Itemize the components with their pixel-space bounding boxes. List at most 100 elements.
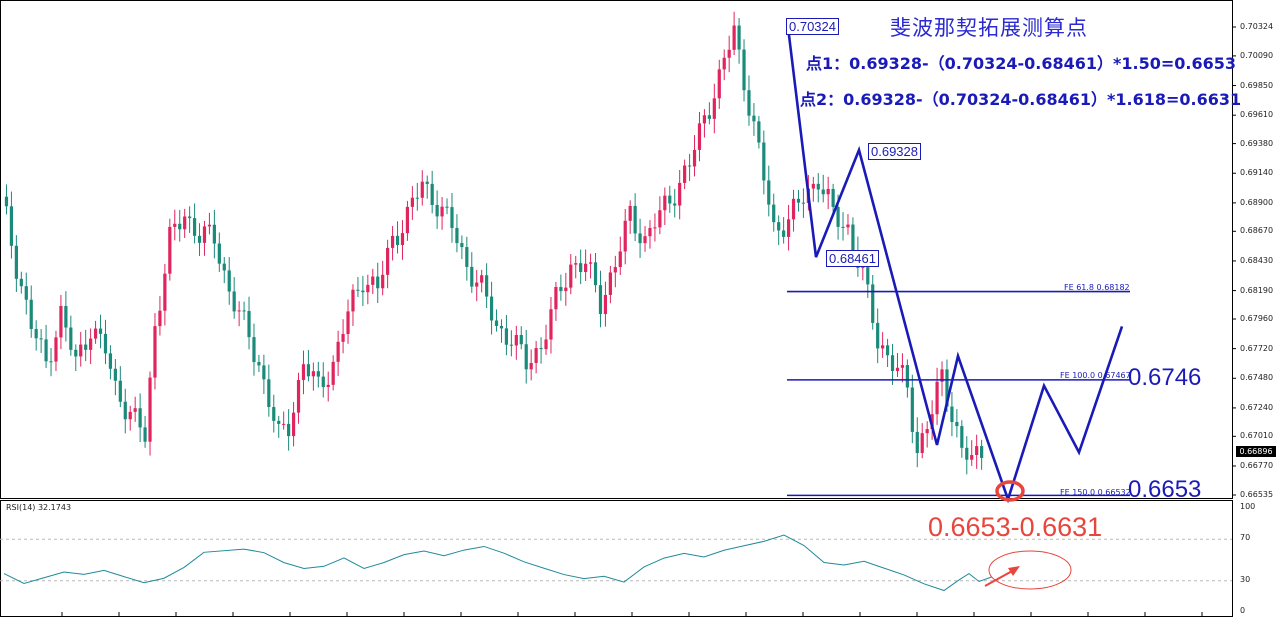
price-tick-label: 0.68190 xyxy=(1240,285,1274,295)
candle-body xyxy=(430,183,434,205)
candle-body xyxy=(435,204,439,217)
candle-body xyxy=(108,353,113,369)
candle-body xyxy=(390,235,395,248)
price-tick-label: 0.68430 xyxy=(1240,255,1274,265)
candle-body xyxy=(470,266,474,287)
candle-body xyxy=(173,223,177,227)
candle-body xyxy=(79,344,83,357)
candle-body xyxy=(861,267,865,269)
candle-body xyxy=(554,286,558,310)
candle-body xyxy=(113,368,117,381)
candle-body xyxy=(529,362,533,370)
candle-body xyxy=(232,291,236,312)
candle-body xyxy=(717,69,721,99)
candle-body xyxy=(202,226,207,243)
fib-big-label-100: 0.6746 xyxy=(1128,364,1202,391)
rsi-divergence-ellipse xyxy=(988,550,1072,590)
candle-body xyxy=(732,25,736,50)
candle-body xyxy=(831,188,835,207)
candle-body xyxy=(34,328,38,339)
point-label-mid: 0.69328 xyxy=(868,143,921,160)
candle-body xyxy=(282,423,286,425)
rsi-tick-label: 0 xyxy=(1240,606,1246,615)
candle-body xyxy=(905,365,909,388)
candle-body xyxy=(786,219,791,237)
fib-label-150: FE 150.0 0.66532 xyxy=(1060,488,1131,497)
price-tick-label: 0.67010 xyxy=(1240,431,1274,441)
candle-body xyxy=(925,429,929,434)
candle-body xyxy=(910,387,914,432)
candle-body xyxy=(148,377,152,442)
candle-body xyxy=(227,270,231,292)
price-tick-label: 0.68900 xyxy=(1240,197,1274,207)
rsi-tick-label: 70 xyxy=(1240,533,1251,543)
price-tick-label: 0.67480 xyxy=(1240,373,1274,383)
candle-body xyxy=(960,426,964,448)
candle-body xyxy=(866,267,870,285)
price-tick-label: 0.70324 xyxy=(1240,22,1274,31)
candle-body xyxy=(39,338,43,340)
candle-body xyxy=(955,422,959,427)
candle-body xyxy=(163,273,167,311)
candle-body xyxy=(128,411,132,420)
candle-body xyxy=(59,305,63,338)
candle-body xyxy=(346,311,350,335)
candle-body xyxy=(123,401,127,420)
candle-body xyxy=(915,431,919,453)
candle-body xyxy=(796,198,801,203)
candle-body xyxy=(222,263,226,271)
candle-body xyxy=(534,348,538,363)
candle-body xyxy=(747,90,751,116)
rsi-tick-label: 100 xyxy=(1240,502,1256,511)
candle-body xyxy=(980,446,984,458)
formula-point-2: 点2：0.69328-（0.70324-0.68461）*1.618=0.663… xyxy=(800,90,1242,109)
candle-body xyxy=(890,355,895,372)
candle-body xyxy=(782,230,786,237)
candle-body xyxy=(188,216,192,219)
rsi-arrow-shaft xyxy=(984,569,1015,587)
candle-body xyxy=(19,278,23,287)
candle-body xyxy=(4,196,9,207)
candle-body xyxy=(415,197,419,199)
candle-body xyxy=(420,181,424,198)
candle-body xyxy=(311,371,315,377)
price-tick-label: 0.69140 xyxy=(1240,168,1274,178)
candle-body xyxy=(400,233,405,246)
chart-title: 斐波那契拓展测算点 xyxy=(890,16,1088,40)
candle-body xyxy=(306,364,311,377)
candle-body xyxy=(841,226,845,228)
candle-body xyxy=(707,115,711,119)
candle-body xyxy=(826,188,830,195)
annotation-marks xyxy=(984,480,1072,590)
candle-body xyxy=(425,181,429,184)
candle-body xyxy=(692,149,697,167)
fib-label-618: FE 61.8 0.68182 xyxy=(1064,283,1130,292)
candle-body xyxy=(485,275,489,297)
candle-body xyxy=(494,320,499,326)
candle-body xyxy=(242,310,246,312)
candle-body xyxy=(722,57,726,70)
candle-body xyxy=(291,412,296,437)
candle-body xyxy=(544,339,548,350)
candle-body xyxy=(772,204,776,223)
rsi-label: RSI(14) 32.1743 xyxy=(6,503,72,512)
candle-body xyxy=(376,276,380,289)
candle-body xyxy=(658,210,662,228)
candle-body xyxy=(64,305,68,328)
candle-body xyxy=(197,235,202,243)
candle-body xyxy=(648,227,652,237)
candle-body xyxy=(965,447,969,460)
candle-body xyxy=(158,310,162,327)
candle-body xyxy=(89,338,93,350)
price-tick-label: 0.69850 xyxy=(1240,80,1274,90)
candle-body xyxy=(851,224,855,251)
candle-body xyxy=(14,245,18,279)
candle-body xyxy=(440,206,444,217)
candle-body xyxy=(103,333,108,354)
candle-body xyxy=(480,275,484,283)
candle-body xyxy=(801,202,806,204)
candlestick-series xyxy=(4,11,984,475)
candle-body xyxy=(791,198,796,220)
candle-body xyxy=(84,344,88,350)
